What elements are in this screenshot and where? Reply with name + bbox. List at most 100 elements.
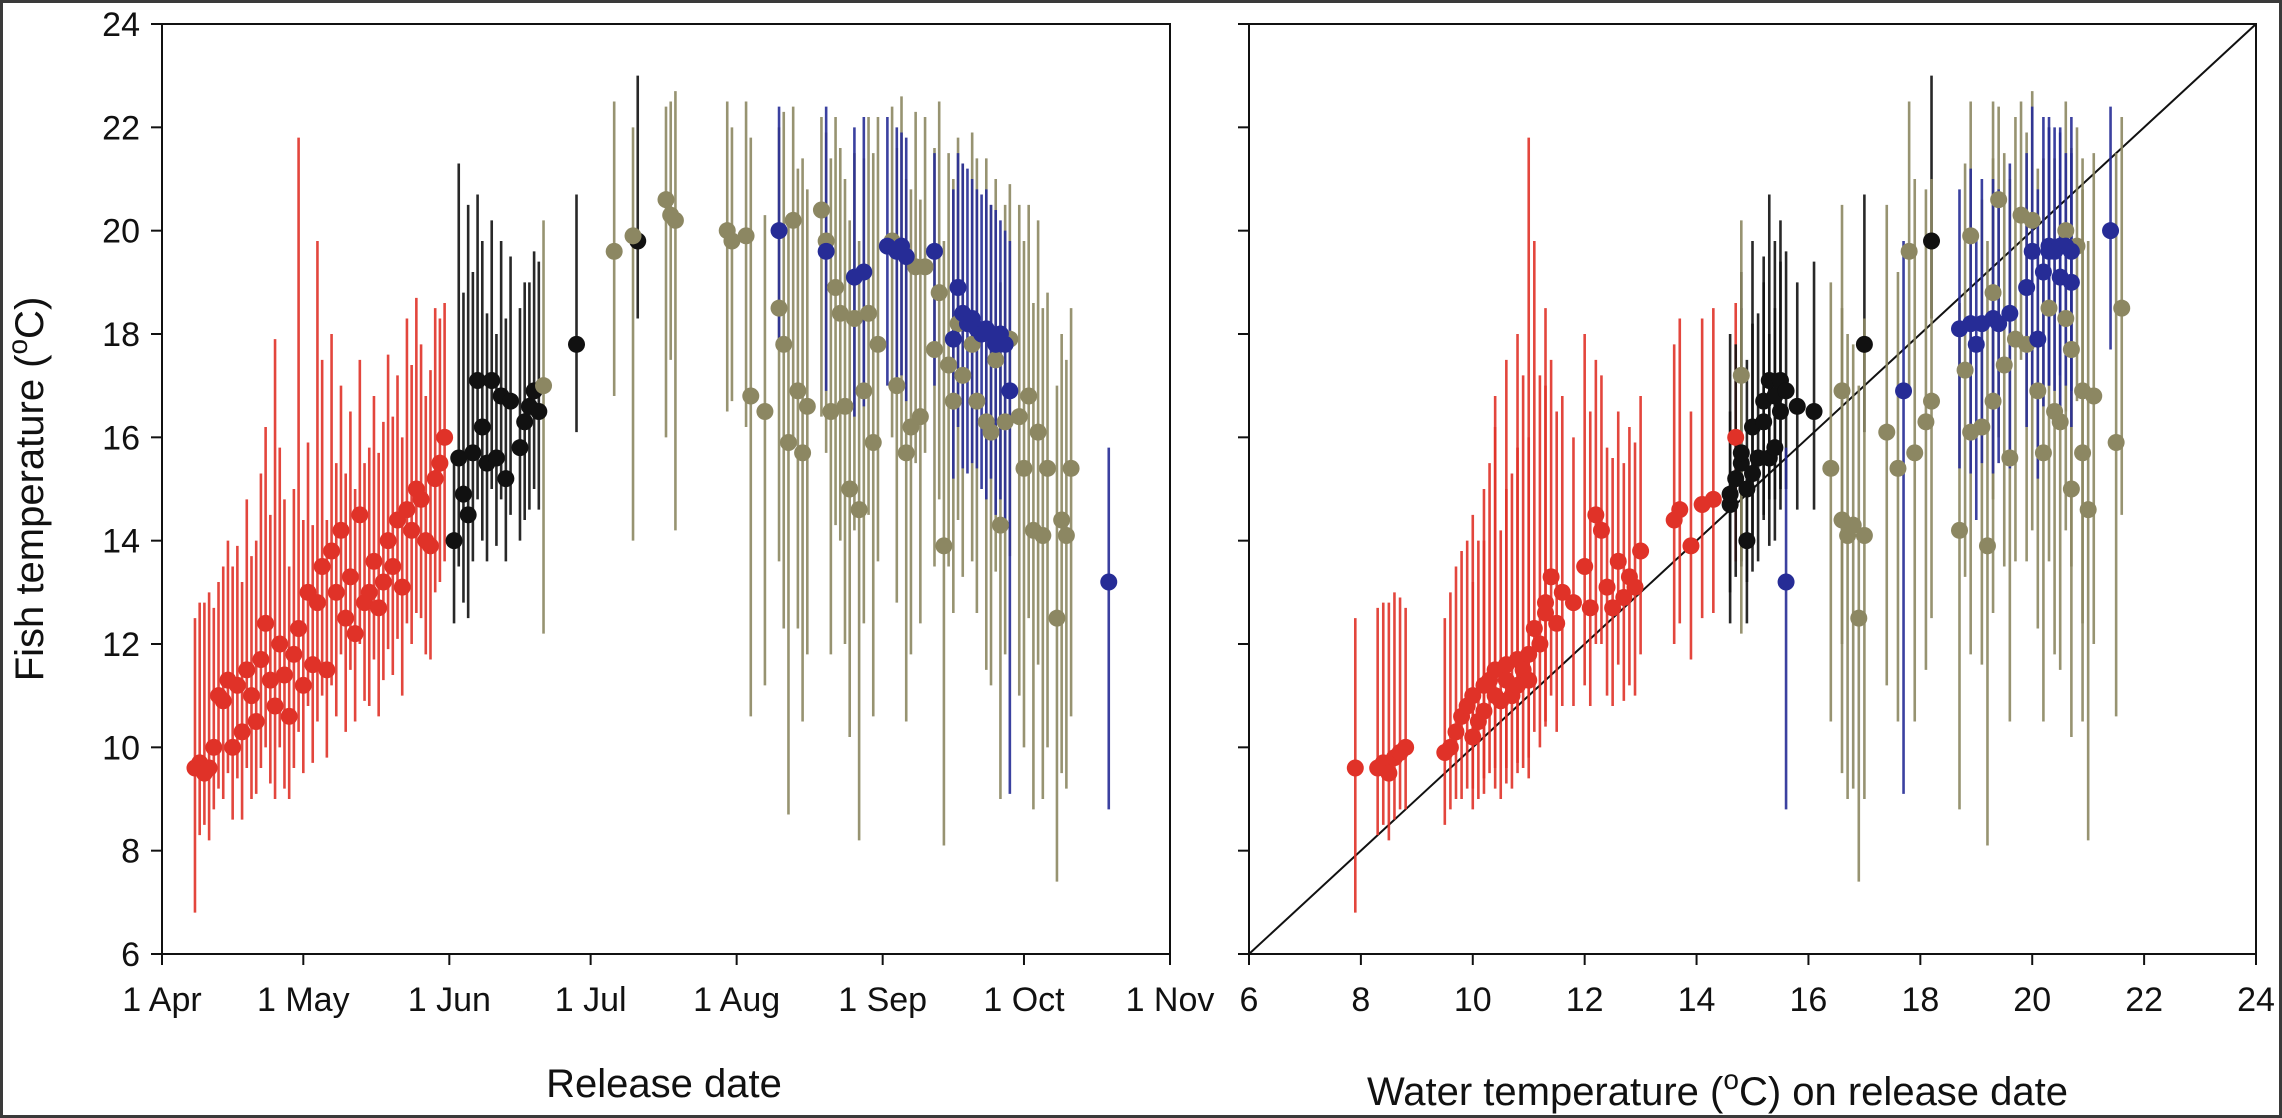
x-tick-label: 1 Sep [838, 981, 927, 1019]
data-point [925, 242, 943, 260]
data-point [2029, 382, 2047, 400]
data-point [855, 263, 873, 281]
data-point [742, 387, 760, 405]
x-tick-label: 1 Oct [983, 981, 1065, 1019]
data-point [1950, 521, 1968, 539]
data-point [426, 470, 444, 488]
data-point [2023, 211, 2041, 229]
data-point [535, 377, 553, 395]
data-point [431, 454, 449, 472]
x-tick-label: 10 [1454, 981, 1492, 1019]
x-axis-title: Release date [546, 1062, 782, 1106]
data-point [1805, 403, 1823, 420]
data-point [294, 676, 312, 694]
data-point [214, 692, 232, 710]
data-point [836, 397, 854, 415]
data-point [341, 568, 359, 586]
data-point [1671, 501, 1689, 519]
data-point [1906, 444, 1924, 462]
data-point [1048, 609, 1066, 627]
data-point [2034, 444, 2052, 462]
left-panel: 6 8 10 12 14 16 18 20 22 24 1 Apr 1 May 1 Jun 1 Jul 1 … [3, 6, 1214, 1106]
data-point [2023, 242, 2041, 260]
data-point [271, 635, 289, 653]
x-tick-label: 1 Apr [122, 981, 201, 1019]
y-tick-label: 18 [102, 316, 140, 354]
y-tick-label: 12 [102, 626, 140, 664]
data-point [869, 335, 887, 353]
data-point [812, 201, 830, 219]
data-point [1732, 366, 1750, 384]
data-point [327, 583, 345, 601]
plot-area [161, 23, 1171, 955]
data-point [1053, 511, 1071, 529]
data-point [1822, 459, 1840, 477]
data-point [1564, 594, 1582, 612]
data-point [798, 397, 816, 415]
data-point [200, 759, 218, 777]
data-point [1397, 738, 1415, 756]
y-tick-label: 10 [102, 729, 140, 767]
data-point [1598, 578, 1616, 596]
data-point [1766, 439, 1784, 457]
data-point [1917, 413, 1935, 431]
data-point [935, 537, 953, 555]
x-tick-label: 1 Aug [693, 981, 780, 1019]
data-point [850, 501, 868, 519]
data-point [2029, 330, 2047, 348]
data-point [445, 532, 463, 550]
x-axis-title: Water temperature (oC) on release date [1367, 1064, 2068, 1114]
data-point [723, 232, 741, 250]
data-point [1878, 423, 1896, 441]
data-point [2040, 299, 2058, 317]
data-point [454, 485, 472, 503]
error-bar-layer [193, 75, 1111, 913]
data-point [374, 573, 392, 591]
data-point [2107, 434, 2125, 451]
data-point [1777, 573, 1795, 591]
data-point [1592, 521, 1610, 539]
data-point [1788, 397, 1806, 415]
data-point [794, 444, 812, 462]
data-point [2057, 310, 2075, 327]
data-point [233, 723, 251, 741]
data-point [1738, 532, 1756, 550]
data-point [666, 211, 684, 229]
data-point [1844, 516, 1862, 534]
data-point [337, 609, 355, 627]
data-point [925, 341, 943, 358]
x-tick-label: 20 [2013, 981, 2051, 1019]
data-point [770, 299, 788, 317]
data-point [280, 707, 298, 725]
data-point [831, 304, 849, 322]
x-axis-title-superscript: o [1723, 1064, 1739, 1095]
data-point [497, 470, 515, 488]
data-point [483, 372, 501, 389]
data-point [954, 366, 972, 384]
data-point [864, 434, 882, 451]
data-point [2085, 387, 2103, 405]
data-point [290, 620, 308, 637]
y-tick-label: 6 [121, 936, 140, 974]
data-point [1967, 335, 1985, 353]
data-point [257, 614, 275, 632]
data-point [450, 449, 468, 467]
data-point [318, 661, 336, 679]
data-point [996, 335, 1014, 353]
x-tick-label: 22 [2125, 981, 2163, 1019]
data-point [393, 578, 411, 596]
x-tick-label: 16 [1790, 981, 1828, 1019]
data-point [403, 521, 421, 539]
data-point [2001, 304, 2019, 322]
data-point [1464, 687, 1482, 705]
data-point [1990, 191, 2008, 209]
data-point [2062, 273, 2080, 291]
data-point [1704, 490, 1722, 508]
data-point [949, 279, 967, 296]
data-point [1984, 284, 2002, 302]
data-point [228, 676, 246, 694]
data-point [968, 392, 986, 410]
data-point [996, 413, 1014, 431]
data-point [1039, 459, 1057, 477]
data-point [1855, 527, 1873, 544]
